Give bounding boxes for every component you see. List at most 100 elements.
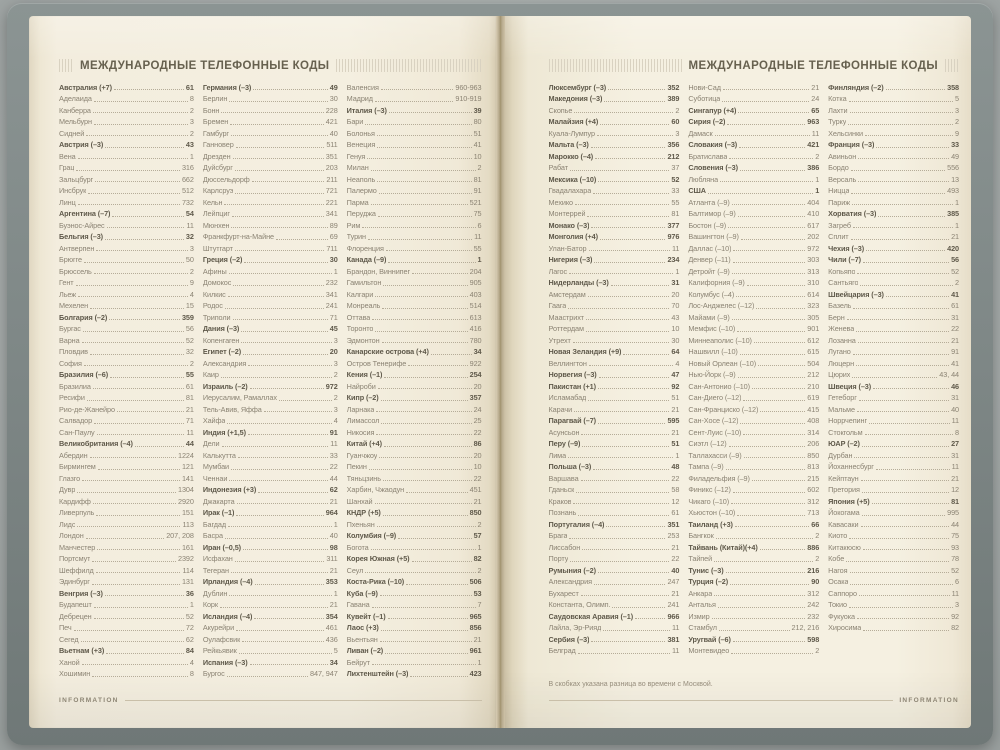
phone-code: 91: [473, 186, 482, 195]
place-name: Австрия (–3): [59, 140, 104, 149]
dot-leader: [380, 399, 468, 401]
phone-code: 385: [947, 209, 959, 218]
phone-code: 511: [326, 140, 338, 149]
dot-leader: [374, 100, 454, 102]
phone-code: 62: [329, 485, 338, 494]
place-name: Шеффилд: [59, 565, 94, 575]
place-name: Дрезден: [202, 151, 231, 161]
dot-leader: [92, 503, 176, 504]
city-code-row: Улан-Батор 11: [549, 241, 680, 253]
phone-code: 2: [815, 531, 820, 540]
city-code-row: Абердин 1224: [59, 448, 194, 460]
country-code-row: Аргентина (–7) 54: [59, 207, 194, 218]
phone-code: 24: [473, 404, 482, 414]
city-code-row: Сан-Паулу 11: [59, 425, 194, 437]
country-code-row: Иран (–0,5) 98: [203, 540, 338, 552]
phone-code: 31: [951, 312, 959, 322]
country-code-row: Таиланд (+3) 66: [688, 517, 819, 529]
place-name: Басра: [202, 531, 223, 540]
city-code-row: Неаполь 81: [347, 172, 482, 184]
dot-leader: [81, 664, 188, 665]
place-name: Атланта (–9): [688, 197, 730, 207]
phone-code: 55: [185, 370, 194, 379]
city-code-row: Бари 80: [347, 115, 482, 126]
dot-leader: [753, 342, 806, 343]
dot-leader: [365, 123, 472, 125]
place-name: Турция (–2): [688, 577, 729, 586]
phone-code: 60: [671, 117, 680, 126]
dot-leader: [885, 296, 950, 297]
place-name: Веллингтон: [548, 358, 587, 368]
city-code-row: Антверпен 3: [59, 241, 194, 253]
phone-code: 70: [671, 301, 680, 310]
place-name: Карлсруэ: [202, 186, 234, 195]
phone-code: 732: [181, 197, 194, 207]
dot-leader: [362, 227, 476, 228]
phone-code: 2: [477, 163, 482, 172]
phone-code: 3: [955, 600, 959, 609]
dot-leader: [382, 514, 468, 516]
phone-code: 234: [667, 255, 680, 264]
footer-label: INFORMATION: [59, 697, 119, 704]
phone-code: 612: [807, 335, 820, 345]
place-name: Мадрид: [346, 94, 373, 103]
city-code-row: Копенгаген 3: [203, 333, 338, 345]
place-name: Хиросима: [828, 623, 862, 632]
dot-leader: [230, 123, 324, 125]
dot-leader: [568, 457, 674, 458]
dot-leader: [852, 227, 954, 228]
phone-code: 210: [807, 381, 820, 391]
place-name: Абердин: [59, 450, 88, 460]
phone-code: 1224: [177, 450, 194, 460]
dot-leader: [95, 572, 181, 573]
phone-code: 22: [671, 473, 680, 483]
dot-leader: [77, 204, 180, 205]
dot-leader: [249, 388, 324, 389]
city-code-row: Лугано 91: [828, 345, 959, 356]
dot-leader: [93, 618, 184, 619]
phone-code: 212, 216: [791, 623, 820, 632]
city-code-row: Инсбрук 512: [59, 184, 194, 195]
dot-leader: [858, 399, 950, 401]
phone-code: 84: [185, 646, 194, 655]
place-name: Женева: [828, 324, 855, 333]
city-code-row: Шеффилд 114: [59, 563, 194, 575]
place-name: Будапешт: [59, 600, 92, 609]
header-hatch-right: [336, 59, 482, 72]
codes-column: Австралия (+7) 61 Аделаида 8 Канберра 2 Мельбу…: [59, 80, 194, 679]
phone-code: 89: [329, 220, 338, 230]
city-code-row: Роттердам 10: [549, 322, 680, 333]
phone-code: 21: [951, 232, 959, 241]
phone-code: 22: [671, 554, 680, 563]
phone-code: 75: [473, 209, 482, 218]
dot-leader: [236, 629, 324, 631]
city-code-row: Каир 2: [203, 368, 338, 379]
place-name: Германия (–3): [202, 82, 252, 92]
city-code-row: Лиссабон 21: [549, 540, 680, 552]
planner-cover: МЕЖДУНАРОДНЫЕ ТЕЛЕФОННЫЕ КОДЫ Австралия …: [7, 3, 993, 745]
dot-leader: [861, 514, 946, 516]
dot-leader: [375, 330, 468, 332]
place-name: Исламабад: [548, 393, 587, 402]
phone-code: 37: [671, 163, 680, 172]
place-name: Котка: [828, 94, 847, 103]
dot-leader: [731, 319, 806, 320]
place-name: Калькутта: [202, 450, 236, 460]
city-code-row: Сегед 62: [59, 632, 194, 644]
phone-code: 62: [185, 634, 194, 644]
phone-code: 21: [473, 634, 482, 644]
country-code-row: Перу (–9) 51: [549, 437, 680, 448]
phone-code: 212: [667, 151, 680, 161]
phone-code: 46: [951, 381, 959, 391]
city-code-row: Мадрид 910-919: [346, 92, 482, 103]
phone-code: 1: [333, 519, 338, 529]
place-name: Берн: [828, 312, 845, 322]
dot-leader: [732, 491, 806, 493]
dot-leader: [737, 215, 806, 217]
place-name: Ницца: [828, 186, 850, 195]
dot-leader: [861, 491, 950, 493]
dot-leader: [86, 399, 184, 401]
dot-leader: [863, 629, 950, 631]
dot-leader: [728, 445, 806, 447]
country-code-row: Турция (–2) 90: [688, 575, 819, 586]
